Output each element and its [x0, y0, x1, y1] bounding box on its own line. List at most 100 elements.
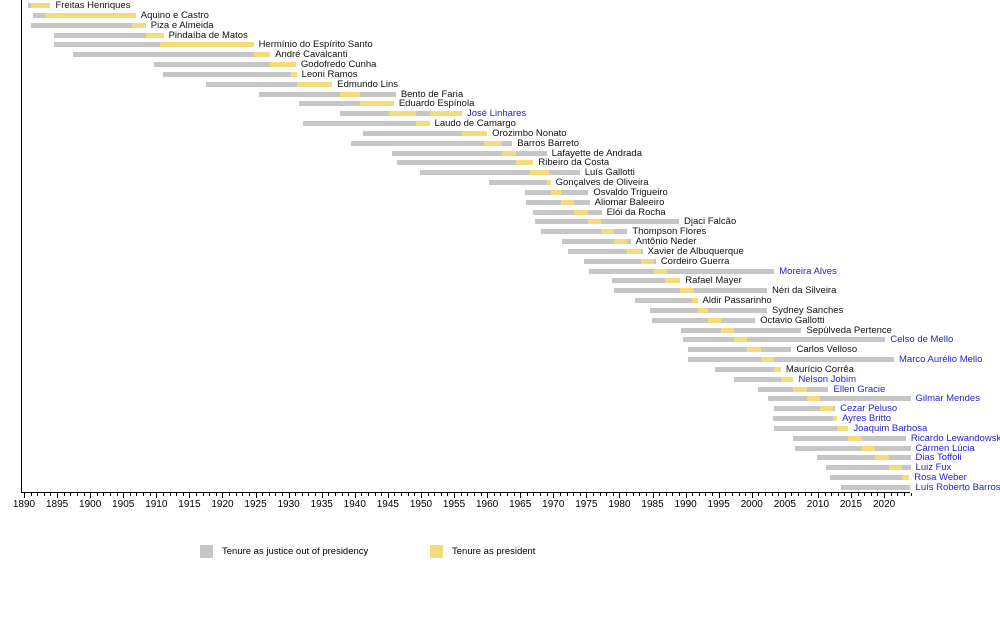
justice-name-label: Rosa Weber [914, 472, 967, 484]
x-axis-minor-tick [308, 493, 310, 496]
x-axis-minor-tick [196, 493, 198, 496]
x-axis-tick-label: 2015 [839, 499, 863, 510]
justice-name-label: Cordeiro Guerra [660, 255, 730, 267]
justice-tenure-bar [714, 366, 781, 372]
presidency-bar [627, 248, 641, 254]
presidency-bar [546, 180, 551, 186]
x-axis-major-tick [553, 493, 555, 498]
justice-tenure-bar [362, 130, 488, 136]
presidency-bar [761, 357, 775, 363]
x-axis-minor-tick [645, 493, 647, 496]
justice-tenure-bar [541, 229, 628, 235]
justice-tenure-bar [767, 396, 911, 402]
justice-name-label: Ribeiro da Costa [538, 157, 610, 169]
justice-name-label: Aliomar Baleeiro [594, 196, 665, 208]
justice-tenure-bar [612, 278, 681, 284]
x-axis-minor-tick [328, 493, 330, 496]
justice-tenure-bar [583, 258, 656, 264]
justice-tenure-bar [774, 406, 836, 412]
justice-name-label: Leoni Ramos [301, 68, 358, 80]
justice-tenure-bar [54, 42, 254, 48]
presidency-bar [587, 219, 601, 225]
justice-tenure-bar [391, 150, 547, 156]
justice-tenure-bar [774, 425, 849, 431]
x-axis-minor-tick [295, 493, 297, 496]
presidency-bar [360, 101, 394, 107]
presidency-bar [253, 52, 271, 58]
justice-tenure-bar [561, 239, 631, 245]
x-axis-major-tick [751, 493, 753, 498]
x-axis-minor-tick [566, 493, 568, 496]
justice-tenure-bar [816, 455, 911, 461]
presidency-bar [160, 42, 254, 48]
x-axis-major-tick [851, 493, 852, 498]
x-axis-major-tick [784, 493, 786, 498]
x-axis-tick-label: 1905 [112, 499, 135, 510]
justice-name-label: Antônio Neder [635, 236, 697, 248]
x-axis-major-tick [520, 493, 522, 498]
x-axis-minor-tick [394, 493, 396, 496]
justice-tenure-bar [526, 199, 590, 205]
x-axis-minor-tick [864, 493, 866, 496]
x-axis-tick-label: 1900 [79, 499, 102, 510]
x-axis-minor-tick [738, 493, 740, 496]
x-axis-minor-tick [427, 493, 429, 496]
x-axis-major-tick [156, 493, 158, 498]
presidency-bar [862, 445, 876, 451]
x-axis-minor-tick [440, 493, 442, 496]
justice-name-label: Néri da Silveira [771, 285, 837, 297]
x-axis-minor-tick [76, 493, 78, 496]
x-axis-minor-tick [182, 493, 184, 496]
x-axis-minor-tick [731, 493, 733, 496]
x-axis-major-tick [454, 493, 456, 498]
justice-tenure-bar [794, 445, 911, 451]
x-axis-major-tick [685, 493, 687, 498]
justice-name-label: Orozimbo Nonato [492, 127, 567, 139]
x-axis-tick-label: 1910 [145, 499, 168, 510]
x-axis-minor-tick [599, 493, 601, 496]
justice-tenure-bar [680, 327, 802, 333]
x-axis-minor-tick [745, 493, 747, 496]
x-axis-minor-tick [374, 493, 376, 496]
justice-name-label: Ricardo Lewandowski [910, 432, 1000, 444]
x-axis-major-tick [288, 493, 290, 498]
x-axis-tick-label: 1940 [343, 499, 366, 510]
x-axis-tick-label: 1915 [178, 499, 201, 510]
x-axis-minor-tick [30, 493, 32, 496]
x-axis-minor-tick [698, 493, 700, 496]
presidency-bar [780, 376, 794, 382]
x-axis-minor-tick [857, 493, 859, 496]
presidency-bar [806, 396, 820, 402]
x-axis-major-tick [387, 493, 389, 498]
x-axis-minor-tick [401, 493, 403, 496]
x-axis-major-tick [586, 493, 588, 498]
x-axis-minor-tick [632, 493, 634, 496]
justice-name-label: Edmundo Lins [337, 78, 399, 90]
presidency-bar [793, 386, 807, 392]
x-axis-minor-tick [592, 493, 594, 496]
x-axis-minor-tick [639, 493, 641, 496]
legend-swatch-justice [200, 545, 213, 558]
x-axis-major-tick [90, 493, 92, 498]
presidency-bar [691, 298, 698, 304]
justice-tenure-bar [688, 347, 792, 353]
x-axis-tick-label: 1980 [608, 499, 631, 510]
x-axis-minor-tick [672, 493, 674, 496]
presidency-bar [747, 347, 762, 353]
x-axis-minor-tick [414, 493, 416, 496]
justice-name-label: Joaquim Barbosa [853, 422, 928, 434]
presidency-bar [665, 278, 681, 284]
x-axis-minor-tick [798, 493, 800, 496]
x-axis-minor-tick [844, 493, 846, 496]
justice-name-label: Freitas Henriques [55, 0, 131, 11]
presidency-bar [515, 160, 534, 166]
x-axis-minor-tick [831, 493, 833, 496]
x-axis-minor-tick [692, 493, 694, 496]
presidency-bar [908, 484, 911, 490]
justice-tenure-bar [772, 416, 838, 422]
x-axis-line [21, 492, 910, 493]
x-axis-major-tick [652, 493, 654, 498]
x-axis-minor-tick [70, 493, 72, 496]
justice-name-label: Piza e Almeida [150, 19, 214, 31]
